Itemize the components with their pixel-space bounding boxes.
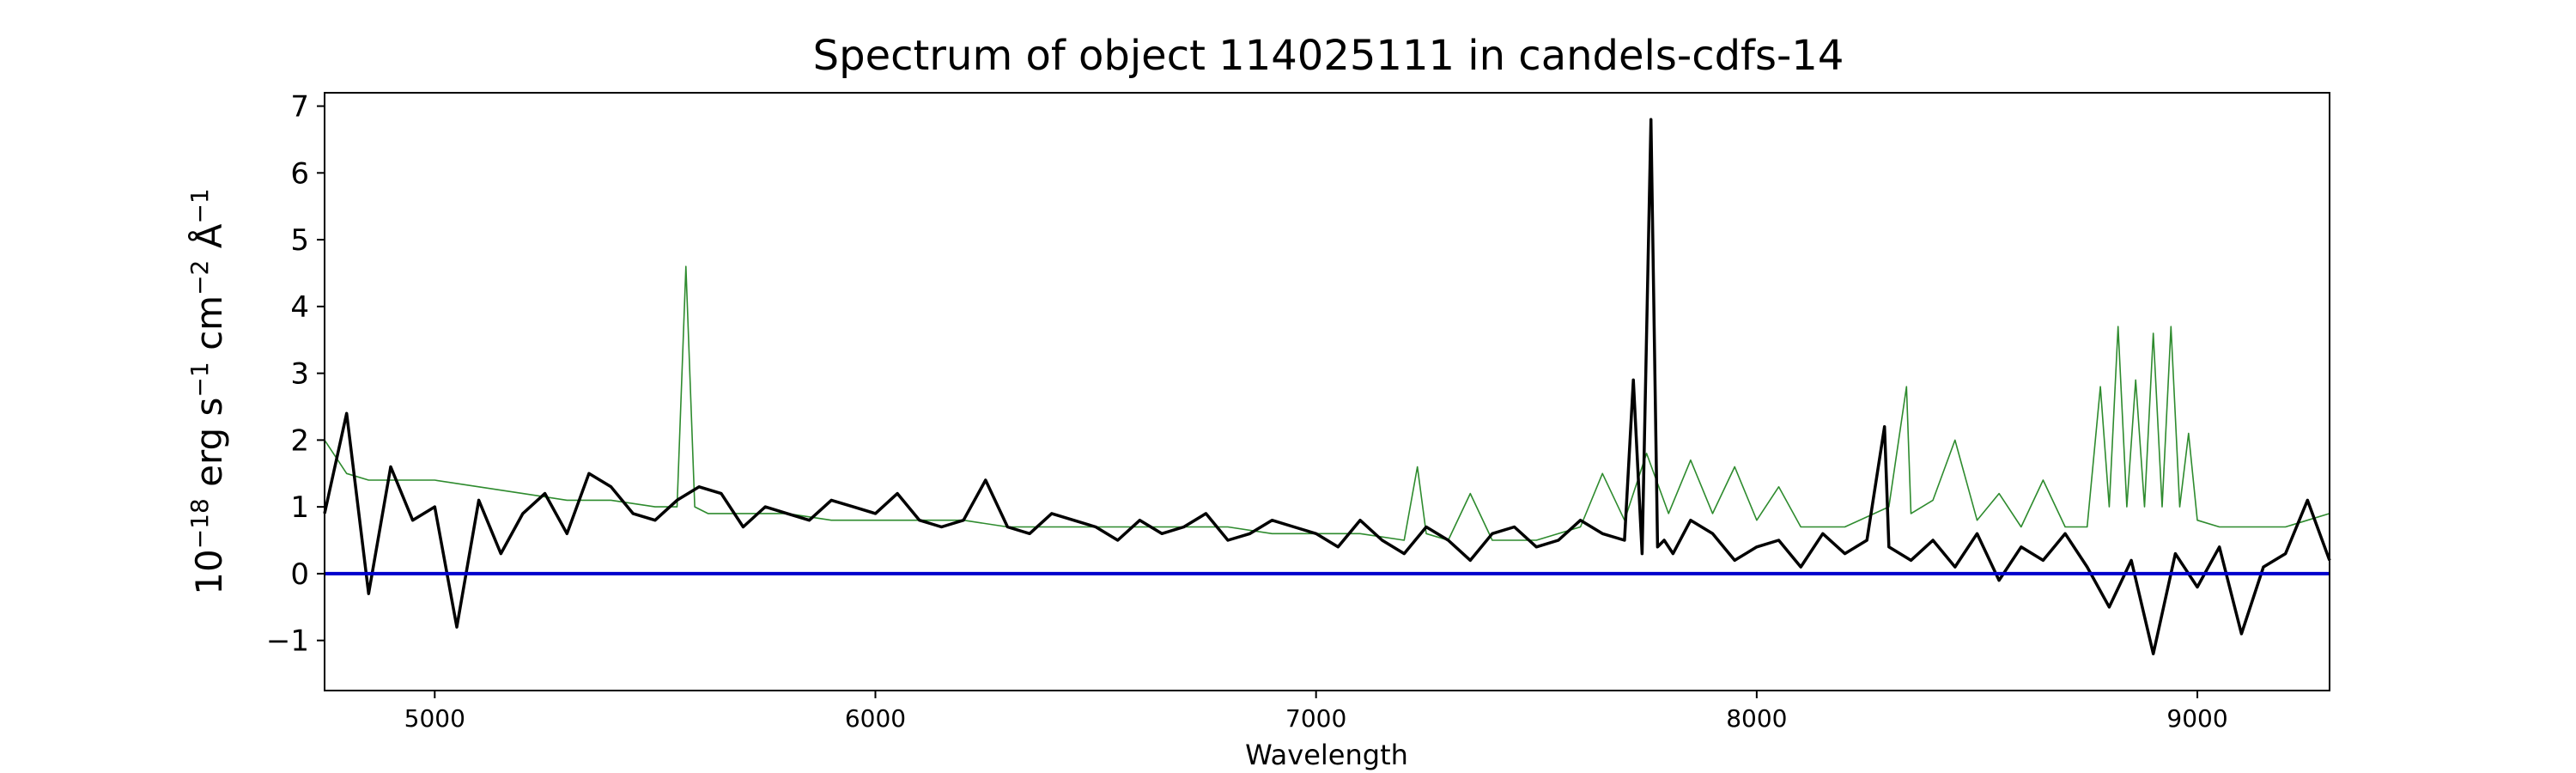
x-tick-label: 6000 [845, 704, 906, 733]
y-tick-label: 6 [290, 156, 309, 191]
y-axis-label-exp-cm: −2 [185, 260, 214, 295]
x-tick-label: 9000 [2166, 704, 2227, 733]
y-axis-label-cm: cm [188, 295, 230, 362]
y-tick-label: 4 [290, 290, 309, 325]
y-tick-label: −1 [266, 624, 309, 659]
y-tick-label: 3 [290, 357, 309, 392]
x-tick-label: 8000 [1726, 704, 1787, 733]
x-tick-label: 5000 [404, 704, 465, 733]
y-axis-label-exp-s: −1 [185, 362, 214, 397]
y-axis-label-exp: −18 [185, 498, 214, 549]
y-axis-label-exp-ang: −1 [185, 188, 214, 223]
y-axis-ticks: −1 0 1 2 3 4 5 6 7 [266, 90, 325, 659]
y-tick-label: 5 [290, 223, 309, 258]
y-tick-label: 7 [290, 90, 309, 125]
plot-frame [324, 92, 2330, 691]
x-tick-label: 7000 [1285, 704, 1346, 733]
y-tick-label: 2 [290, 423, 309, 458]
x-axis-ticks: 5000 6000 7000 8000 9000 [404, 691, 2228, 733]
x-axis-label: Wavelength [1245, 739, 1408, 771]
series-error-line [324, 265, 2330, 541]
y-axis-label: 10−18 erg s−1 cm−2 Å−1 [185, 188, 230, 594]
y-tick-label: 1 [290, 490, 309, 525]
y-axis-label-base: 10 [188, 549, 230, 594]
series-layer [323, 118, 2331, 655]
y-tick-label: 0 [290, 557, 309, 592]
chart-title: Spectrum of object 114025111 in candels-… [813, 32, 1844, 80]
series-flux-line [323, 118, 2331, 655]
y-axis-label-ang: Å [187, 223, 230, 259]
y-axis-label-erg: erg s [188, 398, 230, 499]
